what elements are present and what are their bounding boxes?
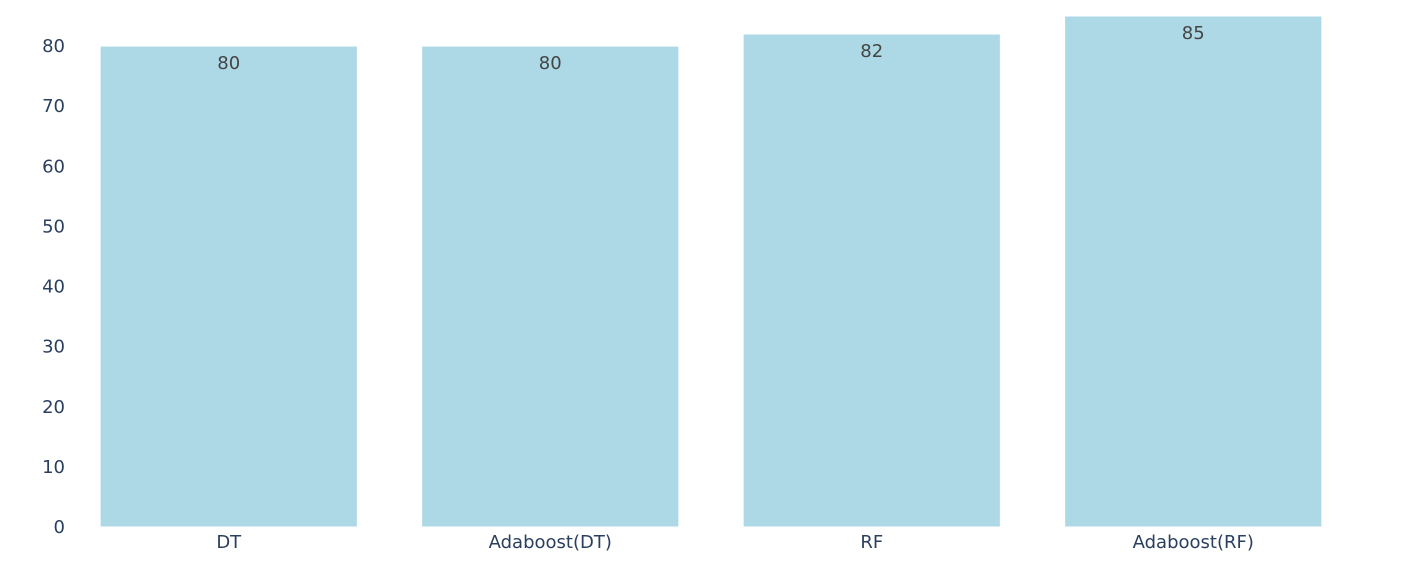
y-tick-label: 0: [54, 517, 65, 538]
bar-value-label: 82: [860, 41, 883, 62]
x-tick-label: RF: [860, 532, 883, 553]
data-labels: 80 80 82 85: [217, 23, 1204, 74]
y-tick-label: 20: [42, 397, 65, 418]
y-tick-label: 40: [42, 277, 65, 298]
y-tick-label: 70: [42, 96, 65, 117]
bar: [742, 33, 1001, 528]
x-axis: DT Adaboost(DT) RF Adaboost(RF): [216, 532, 1254, 553]
y-tick-label: 10: [42, 457, 65, 478]
bar: [421, 45, 680, 528]
bar-value-label: 85: [1182, 23, 1205, 44]
x-tick-label: Adaboost(DT): [489, 532, 612, 553]
y-tick-label: 30: [42, 337, 65, 358]
bar-value-label: 80: [217, 53, 240, 74]
bar-value-label: 80: [539, 53, 562, 74]
bars: [99, 15, 1323, 528]
y-tick-label: 50: [42, 216, 65, 237]
y-tick-label: 80: [42, 36, 65, 57]
y-tick-label: 60: [42, 156, 65, 177]
bar: [1064, 15, 1323, 528]
y-axis: 0 10 20 30 40 50 60 70 80: [42, 36, 65, 538]
x-tick-label: DT: [216, 532, 242, 553]
bar: [99, 45, 358, 528]
x-tick-label: Adaboost(RF): [1133, 532, 1254, 553]
